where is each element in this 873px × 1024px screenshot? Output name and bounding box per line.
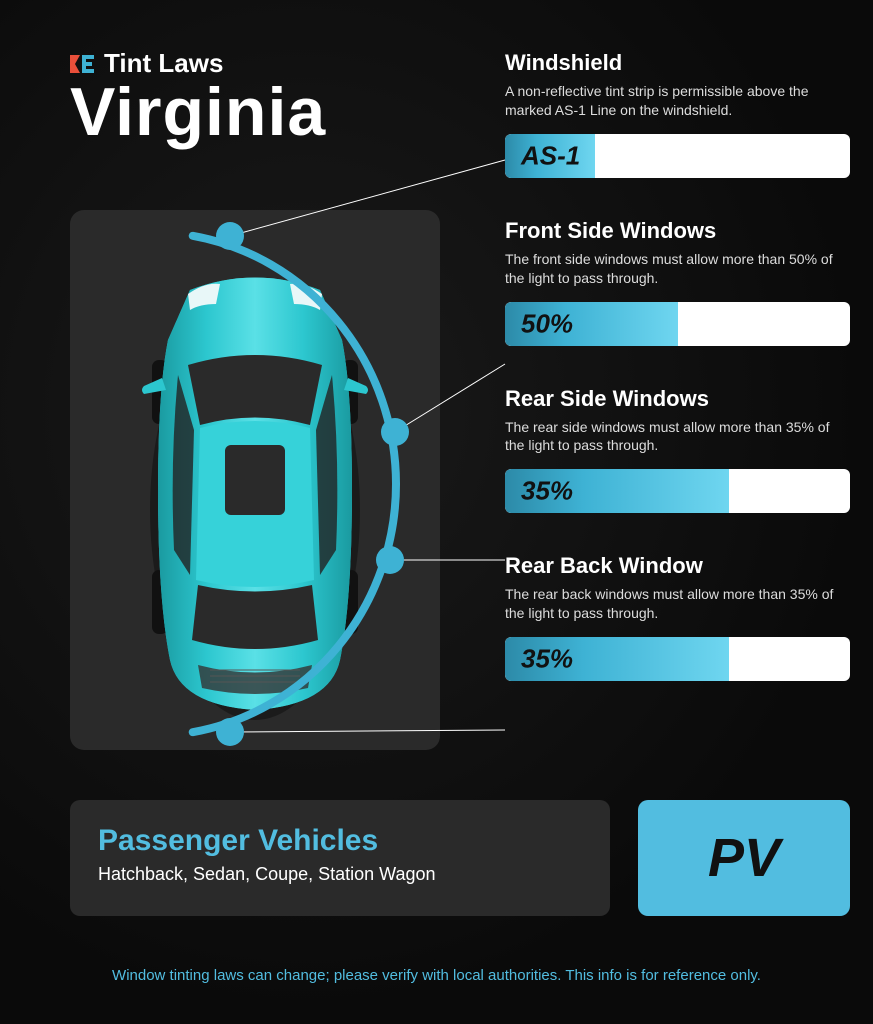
section-3: Rear Back Window The rear back windows mu… bbox=[505, 553, 850, 681]
value-bar: AS-1 bbox=[505, 134, 850, 178]
section-desc: The rear side windows must allow more th… bbox=[505, 418, 835, 456]
brand-logo-icon bbox=[70, 55, 96, 73]
state-title: Virginia bbox=[70, 73, 326, 151]
vehicle-tag: PV bbox=[708, 827, 780, 889]
section-title: Front Side Windows bbox=[505, 218, 850, 244]
vehicle-tag-box: PV bbox=[638, 800, 850, 916]
car-diagram-panel bbox=[70, 210, 440, 750]
section-desc: The front side windows must allow more t… bbox=[505, 250, 835, 288]
car-top-icon bbox=[70, 210, 440, 750]
section-desc: A non-reflective tint strip is permissib… bbox=[505, 82, 835, 120]
value-bar-label: 35% bbox=[521, 644, 573, 675]
vehicle-subtitle: Hatchback, Sedan, Coupe, Station Wagon bbox=[98, 864, 582, 885]
value-bar-label: 35% bbox=[521, 476, 573, 507]
section-0: Windshield A non-reflective tint strip is… bbox=[505, 50, 850, 178]
section-title: Windshield bbox=[505, 50, 850, 76]
value-bar: 35% bbox=[505, 637, 850, 681]
vehicle-title: Passenger Vehicles bbox=[98, 824, 582, 858]
value-bar-label: AS-1 bbox=[521, 140, 580, 171]
section-1: Front Side Windows The front side windows… bbox=[505, 218, 850, 346]
section-2: Rear Side Windows The rear side windows m… bbox=[505, 386, 850, 514]
value-bar: 35% bbox=[505, 469, 850, 513]
value-bar-label: 50% bbox=[521, 308, 573, 339]
value-bar: 50% bbox=[505, 302, 850, 346]
section-desc: The rear back windows must allow more th… bbox=[505, 585, 835, 623]
section-title: Rear Side Windows bbox=[505, 386, 850, 412]
section-title: Rear Back Window bbox=[505, 553, 850, 579]
vehicle-panel: Passenger Vehicles Hatchback, Sedan, Cou… bbox=[70, 800, 610, 916]
disclaimer-text: Window tinting laws can change; please v… bbox=[0, 967, 873, 984]
